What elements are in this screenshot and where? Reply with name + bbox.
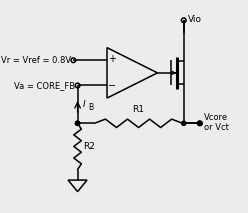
Text: +: +: [108, 54, 116, 64]
Text: Vio: Vio: [188, 15, 202, 24]
Text: I: I: [83, 100, 86, 109]
Circle shape: [75, 121, 80, 125]
Text: R2: R2: [83, 142, 95, 151]
Text: Vr = Vref = 0.8V: Vr = Vref = 0.8V: [1, 56, 71, 65]
Text: −: −: [108, 81, 116, 91]
Circle shape: [197, 121, 202, 125]
Text: R1: R1: [132, 105, 145, 114]
Circle shape: [182, 121, 186, 125]
Text: Vcore
or Vct: Vcore or Vct: [204, 112, 229, 132]
Text: B: B: [89, 103, 94, 112]
Circle shape: [75, 121, 80, 125]
Text: Va = CORE_FB: Va = CORE_FB: [14, 81, 75, 90]
